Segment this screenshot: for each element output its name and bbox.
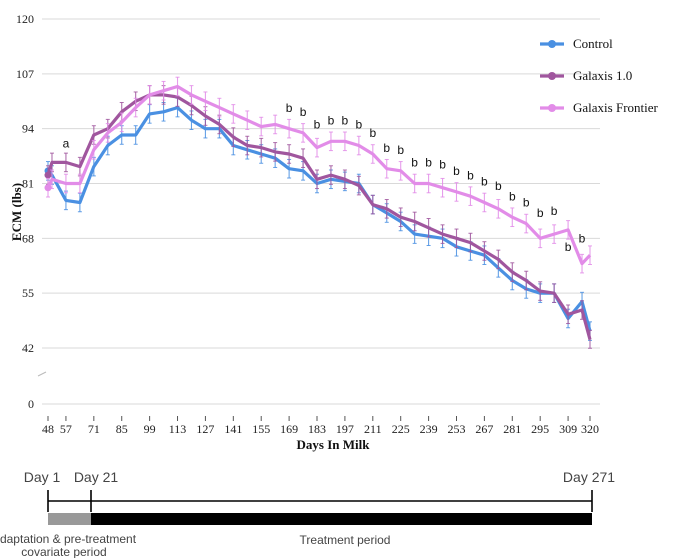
treatment-period-bar — [91, 513, 592, 525]
x-tick-label: 320 — [581, 422, 599, 436]
significance-label: b — [551, 204, 558, 218]
x-tick-label: 141 — [224, 422, 242, 436]
significance-label: b — [342, 113, 349, 127]
y-tick-label: 0 — [28, 397, 34, 411]
x-tick-label: 211 — [364, 422, 382, 436]
series-line — [46, 84, 592, 266]
x-tick-label: 281 — [503, 422, 521, 436]
x-tick-label: 239 — [420, 422, 438, 436]
treatment-period-label: Treatment period — [300, 533, 391, 547]
series-layer — [44, 76, 592, 349]
adaptation-period-label-line2: covariate period — [21, 545, 106, 558]
grid-layer — [42, 18, 600, 405]
adaptation-period-bar — [48, 513, 91, 525]
significance-label: b — [314, 118, 321, 132]
x-tick-label: 295 — [531, 422, 549, 436]
y-tick-label: 55 — [22, 286, 34, 300]
significance-label: a — [63, 137, 70, 151]
series-1 — [44, 85, 592, 349]
x-tick-label: 267 — [475, 422, 493, 436]
significance-label: b — [300, 105, 307, 119]
y-tick-label: 94 — [22, 122, 34, 136]
x-tick-label: 253 — [447, 422, 465, 436]
significance-label: b — [453, 164, 460, 178]
significance-label: b — [537, 206, 544, 220]
adaptation-period-label: Adaptation & pre-treatment — [0, 532, 137, 546]
x-tick-label: 99 — [144, 422, 156, 436]
x-tick-label: 85 — [116, 422, 128, 436]
annotation-layer: ab bb b b bbb bb b b b b b bb bb bbb — [63, 101, 586, 254]
significance-label: b — [397, 143, 404, 157]
legend-label: Control — [573, 36, 613, 51]
significance-label: b — [495, 179, 502, 193]
legend-label: Galaxis 1.0 — [573, 68, 632, 83]
significance-label: b — [383, 141, 390, 155]
axis-layer: 0 42 55 68 81 94 107 120 48 57 71 85 99 113 127 141 155 1… — [9, 12, 599, 452]
y-tick-label: 42 — [22, 341, 34, 355]
x-axis-title: Days In Milk — [297, 437, 371, 452]
series-0 — [44, 97, 592, 341]
y-tick-label: 107 — [16, 67, 34, 81]
x-tick-label: 169 — [280, 422, 298, 436]
x-tick-label: 71 — [88, 422, 100, 436]
y-tick-label: 81 — [22, 177, 34, 191]
significance-label: b — [467, 168, 474, 182]
significance-label: b — [523, 196, 530, 210]
significance-label: b — [481, 175, 488, 189]
legend-swatch-marker — [548, 72, 556, 80]
series-2 — [44, 76, 592, 274]
x-tick-label: 197 — [336, 422, 354, 436]
legend: Control Galaxis 1.0 Galaxis Frontier — [540, 36, 659, 115]
significance-label: b — [356, 118, 363, 132]
timeline: Day 1 Day 21 Day 271 Adaptation & pre-tr… — [0, 469, 615, 558]
x-tick-label: 127 — [196, 422, 214, 436]
x-tick-label: 309 — [559, 422, 577, 436]
axis-break-mark — [37, 371, 47, 377]
x-tick-label: 57 — [60, 422, 72, 436]
y-tick-label: 120 — [16, 12, 34, 26]
significance-label: b — [286, 101, 293, 115]
y-axis-title: ECM (lbs) — [9, 183, 24, 241]
x-tick-label: 48 — [42, 422, 54, 436]
series-point — [44, 171, 52, 179]
significance-label: b — [411, 156, 418, 170]
legend-swatch-marker — [548, 40, 556, 48]
x-tick-label: 155 — [252, 422, 270, 436]
significance-label: b — [369, 126, 376, 140]
series-point — [44, 184, 52, 192]
x-tick-label: 183 — [308, 422, 326, 436]
significance-label: b — [579, 232, 586, 246]
series-line — [46, 93, 592, 341]
timeline-day21-label: Day 21 — [74, 469, 119, 485]
significance-label: b — [425, 156, 432, 170]
series-line — [46, 106, 592, 332]
y-tick-label: 68 — [22, 231, 34, 245]
timeline-day1-label: Day 1 — [24, 469, 61, 485]
significance-label: b — [328, 113, 335, 127]
significance-label: b — [509, 189, 516, 203]
significance-label: b — [439, 158, 446, 172]
timeline-day271-label: Day 271 — [563, 469, 615, 485]
significance-label: b — [565, 240, 572, 254]
x-tick-label: 113 — [169, 422, 187, 436]
legend-label: Galaxis Frontier — [573, 100, 659, 115]
x-tick-label: 225 — [392, 422, 410, 436]
legend-swatch-marker — [548, 104, 556, 112]
